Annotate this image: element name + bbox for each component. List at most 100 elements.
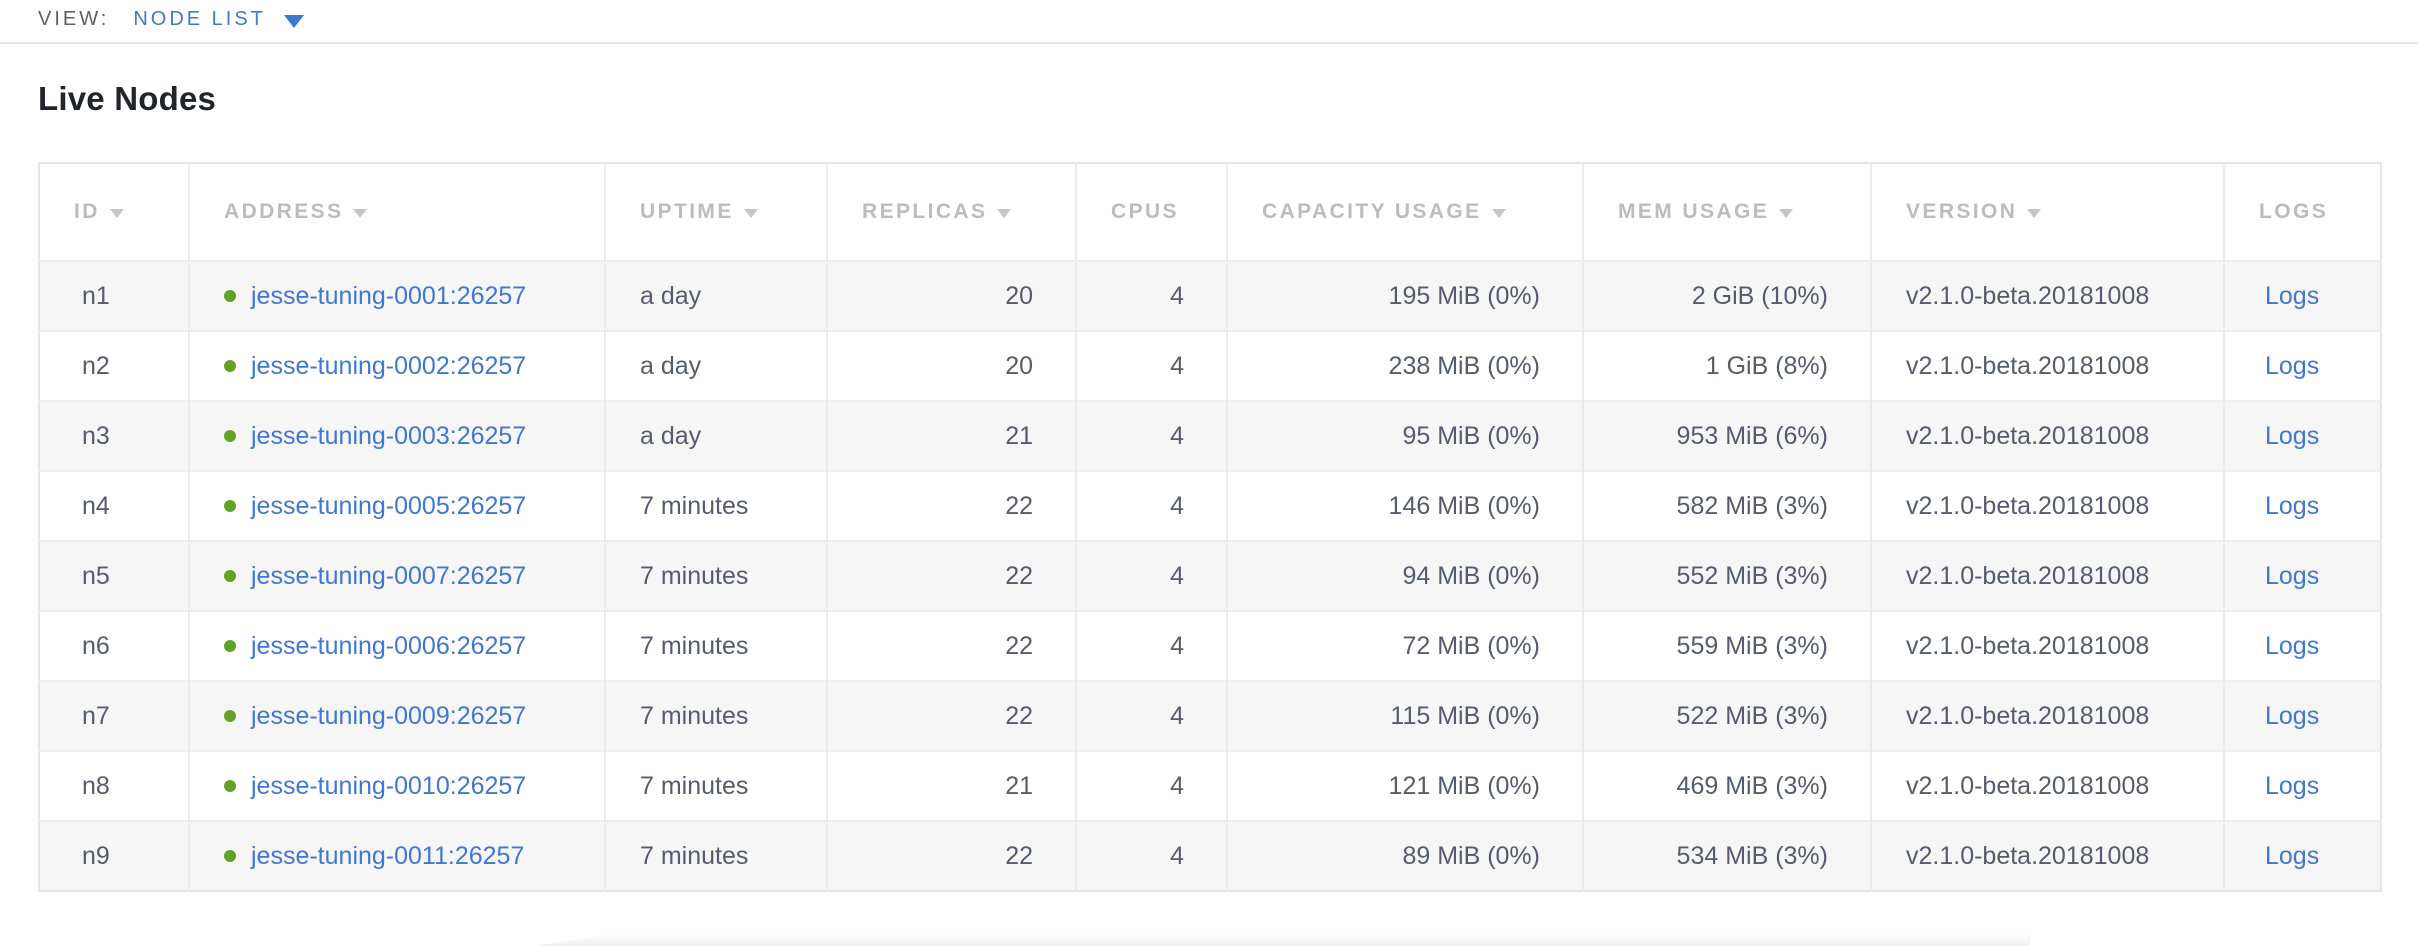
cell-address: jesse-tuning-0010:26257 <box>188 750 605 821</box>
cell-capacity_usage: 95 MiB (0%) <box>1226 400 1583 471</box>
cell-logs: Logs <box>2223 330 2381 401</box>
column-header-label: UPTIME <box>640 200 734 223</box>
sort-desc-arrow-icon <box>353 209 368 218</box>
view-bar: VIEW: NODE LIST <box>0 0 2418 44</box>
cell-cpus: 4 <box>1075 540 1227 611</box>
column-header-version[interactable]: VERSION <box>1870 163 2224 262</box>
live-status-dot-icon <box>224 500 236 512</box>
cell-replicas: 22 <box>826 610 1076 681</box>
table-row: n7 jesse-tuning-0009:26257 7 minutes 22 4 115… <box>39 680 2381 751</box>
address-cell-content: jesse-tuning-0002:26257 <box>224 352 594 381</box>
address-link[interactable]: jesse-tuning-0007:26257 <box>251 561 527 590</box>
address-cell-content: jesse-tuning-0009:26257 <box>224 702 594 731</box>
cell-replicas: 20 <box>826 260 1076 331</box>
logs-link[interactable]: Logs <box>2265 281 2320 310</box>
address-cell-content: jesse-tuning-0001:26257 <box>224 282 594 311</box>
cell-mem_usage: 953 MiB (6%) <box>1582 400 1871 471</box>
column-header-label: REPLICAS <box>862 200 988 223</box>
logs-link[interactable]: Logs <box>2265 491 2320 520</box>
cell-uptime: 7 minutes <box>604 470 827 541</box>
logs-link[interactable]: Logs <box>2265 561 2320 590</box>
cell-capacity_usage: 94 MiB (0%) <box>1226 540 1583 611</box>
logs-link[interactable]: Logs <box>2265 351 2320 380</box>
cell-capacity_usage: 121 MiB (0%) <box>1226 750 1583 821</box>
cell-uptime: 7 minutes <box>604 820 827 891</box>
address-link[interactable]: jesse-tuning-0006:26257 <box>251 631 527 660</box>
cell-id: n8 <box>39 750 189 821</box>
column-header-address[interactable]: ADDRESS <box>188 163 605 262</box>
live-status-dot-icon <box>224 850 236 862</box>
live-status-dot-icon <box>224 360 236 372</box>
column-header-label: ID <box>74 200 100 223</box>
page-title: Live Nodes <box>38 80 217 117</box>
cell-replicas: 21 <box>826 750 1076 821</box>
live-status-dot-icon <box>224 570 236 582</box>
table-row: n2 jesse-tuning-0002:26257 a day 20 4 238 MiB… <box>39 330 2381 401</box>
cell-address: jesse-tuning-0011:26257 <box>188 820 605 891</box>
cell-version: v2.1.0-beta.20181008 <box>1870 540 2224 611</box>
address-cell-content: jesse-tuning-0006:26257 <box>224 632 594 661</box>
cell-cpus: 4 <box>1075 470 1227 541</box>
table-row: n5 jesse-tuning-0007:26257 7 minutes 22 4 94 … <box>39 540 2381 611</box>
address-cell-content: jesse-tuning-0011:26257 <box>224 842 594 871</box>
cell-logs: Logs <box>2223 400 2381 471</box>
logs-link[interactable]: Logs <box>2265 771 2320 800</box>
column-header-label: VERSION <box>1906 200 2018 223</box>
table-body: n1 jesse-tuning-0001:26257 a day 20 4 195 MiB… <box>39 260 2381 891</box>
cell-replicas: 22 <box>826 540 1076 611</box>
live-status-dot-icon <box>224 640 236 652</box>
column-header-replicas[interactable]: REPLICAS <box>826 163 1076 262</box>
cell-mem_usage: 2 GiB (10%) <box>1582 260 1871 331</box>
cell-uptime: 7 minutes <box>604 680 827 751</box>
cell-logs: Logs <box>2223 610 2381 681</box>
column-header-label: MEM USAGE <box>1618 200 1770 223</box>
address-link[interactable]: jesse-tuning-0009:26257 <box>251 701 527 730</box>
logs-link[interactable]: Logs <box>2265 701 2320 730</box>
cell-cpus: 4 <box>1075 260 1227 331</box>
logs-link[interactable]: Logs <box>2265 631 2320 660</box>
column-header-id[interactable]: ID <box>39 163 189 262</box>
cell-replicas: 22 <box>826 470 1076 541</box>
address-link[interactable]: jesse-tuning-0011:26257 <box>251 841 525 870</box>
cell-id: n7 <box>39 680 189 751</box>
view-label: VIEW: <box>38 7 110 30</box>
cell-cpus: 4 <box>1075 330 1227 401</box>
sort-desc-arrow-icon <box>743 209 758 218</box>
cell-version: v2.1.0-beta.20181008 <box>1870 400 2224 471</box>
cell-address: jesse-tuning-0005:26257 <box>188 470 605 541</box>
cell-replicas: 20 <box>826 330 1076 401</box>
sort-desc-arrow-icon <box>1491 209 1506 218</box>
column-header-uptime[interactable]: UPTIME <box>604 163 827 262</box>
live-status-dot-icon <box>224 710 236 722</box>
view-selector-dropdown[interactable]: NODE LIST <box>133 8 304 31</box>
address-link[interactable]: jesse-tuning-0001:26257 <box>251 281 527 310</box>
cell-uptime: a day <box>604 330 827 401</box>
address-link[interactable]: jesse-tuning-0010:26257 <box>251 771 527 800</box>
cell-version: v2.1.0-beta.20181008 <box>1870 260 2224 331</box>
cell-version: v2.1.0-beta.20181008 <box>1870 610 2224 681</box>
cell-capacity_usage: 238 MiB (0%) <box>1226 330 1583 401</box>
address-link[interactable]: jesse-tuning-0005:26257 <box>251 491 527 520</box>
chevron-down-icon <box>283 14 304 28</box>
live-status-dot-icon <box>224 290 236 302</box>
sort-desc-arrow-icon <box>1779 209 1794 218</box>
cell-id: n1 <box>39 260 189 331</box>
cell-uptime: a day <box>604 400 827 471</box>
column-header-capacity_usage[interactable]: CAPACITY USAGE <box>1226 163 1583 262</box>
cell-cpus: 4 <box>1075 820 1227 891</box>
address-cell-content: jesse-tuning-0005:26257 <box>224 492 594 521</box>
cell-id: n6 <box>39 610 189 681</box>
address-link[interactable]: jesse-tuning-0002:26257 <box>251 351 527 380</box>
cell-mem_usage: 582 MiB (3%) <box>1582 470 1871 541</box>
address-cell-content: jesse-tuning-0010:26257 <box>224 772 594 801</box>
cell-cpus: 4 <box>1075 400 1227 471</box>
cell-logs: Logs <box>2223 540 2381 611</box>
address-link[interactable]: jesse-tuning-0003:26257 <box>251 421 527 450</box>
logs-link[interactable]: Logs <box>2265 421 2320 450</box>
column-header-cpus: CPUS <box>1075 163 1227 262</box>
column-header-mem_usage[interactable]: MEM USAGE <box>1582 163 1871 262</box>
cell-cpus: 4 <box>1075 680 1227 751</box>
logs-link[interactable]: Logs <box>2265 841 2320 870</box>
cell-address: jesse-tuning-0003:26257 <box>188 400 605 471</box>
cell-cpus: 4 <box>1075 750 1227 821</box>
